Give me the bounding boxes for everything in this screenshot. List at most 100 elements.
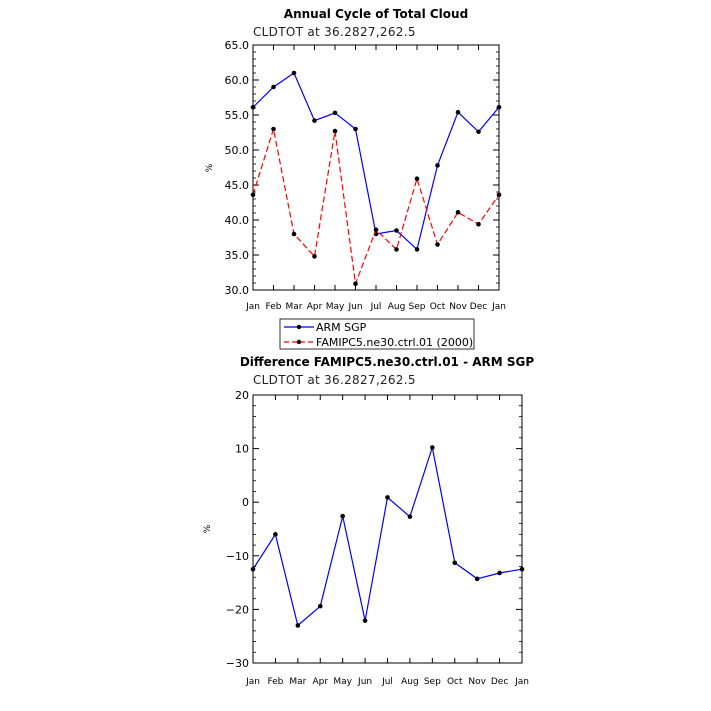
- top-chart-ylabel: %: [205, 163, 215, 172]
- bottom-chart-series-0-point: [362, 618, 368, 623]
- legend-label-famipc5: FAMIPC5.ne30.ctrl.01 (2000): [316, 336, 473, 349]
- top-chart-series-0-point: [271, 84, 276, 90]
- top-chart-xtick-label: Nov: [449, 302, 467, 312]
- bottom-chart-ytick-label: −10: [226, 550, 249, 563]
- top-chart-series-1-point: [394, 247, 399, 252]
- bottom-chart-series-0-point: [452, 560, 458, 566]
- top-chart-series-line-1: [252, 128, 500, 284]
- top-chart-xtick-label: Aug: [388, 302, 406, 312]
- top-chart-series-0-point: [476, 129, 481, 135]
- top-chart-series-line-0: [252, 72, 500, 251]
- top-chart-series-1-point: [373, 227, 379, 233]
- bottom-chart-xtick-label: Jun: [357, 677, 372, 687]
- top-chart-series-1-point: [496, 192, 502, 198]
- top-chart-xtick-label: Apr: [307, 302, 323, 312]
- bottom-chart-ytick-label: −30: [226, 657, 249, 670]
- top-chart-xtick-label: May: [326, 302, 345, 312]
- top-chart-series-0-point: [394, 228, 399, 233]
- top-chart-xtick-label: Jul: [370, 302, 382, 312]
- bottom-chart-series-0-point: [250, 566, 256, 572]
- bottom-chart-ytick-label: 10: [235, 443, 249, 456]
- bottom-chart-series-0-point: [295, 623, 301, 628]
- top-chart-ytick-label: 50.0: [225, 144, 250, 157]
- top-chart-frame: [252, 44, 500, 291]
- legend-entry-famipc5: FAMIPC5.ne30.ctrl.01 (2000): [284, 336, 473, 349]
- top-chart-series-0-point: [414, 247, 420, 252]
- bottom-chart-subtitle: CLDTOT at 36.2827,262.5: [253, 373, 416, 387]
- bottom-chart-xtick-label: Feb: [267, 677, 283, 687]
- legend-marker-famipc5: [296, 339, 302, 345]
- bottom-chart-ytick-label: 0: [242, 496, 249, 509]
- bottom-chart-frame: [252, 394, 523, 664]
- bottom-chart-xtick-label: Sep: [424, 677, 441, 687]
- top-chart-series-1-point: [476, 221, 481, 227]
- bottom-chart-series-0-point: [519, 566, 525, 572]
- top-chart-series-1-point: [312, 254, 317, 259]
- bottom-chart-series-0-point: [474, 576, 480, 582]
- top-chart-xtick-label: Feb: [266, 302, 282, 312]
- top-chart-series-0-point: [435, 163, 440, 168]
- top-chart-xtick-label: Sep: [409, 302, 426, 312]
- bottom-chart-title: Difference FAMIPC5.ne30.ctrl.01 - ARM SG…: [240, 355, 535, 369]
- top-chart-series-1-point: [455, 210, 461, 215]
- top-chart-series-1-point: [414, 176, 420, 181]
- legend-box: [279, 318, 475, 350]
- bottom-chart-series-0-point: [430, 445, 435, 450]
- top-chart-xtick-label: Oct: [430, 302, 446, 312]
- top-chart-ytick-label: 40.0: [225, 214, 250, 227]
- top-chart-plot-area: [250, 70, 502, 287]
- top-chart-ytick-label: 30.0: [225, 284, 250, 297]
- top-chart-ytick-label: 55.0: [225, 109, 250, 122]
- top-chart-series-1-point: [291, 231, 297, 237]
- bottom-chart-ytick-label: 20: [235, 389, 249, 402]
- bottom-chart-series-0-point: [497, 570, 502, 576]
- bottom-chart: Difference FAMIPC5.ne30.ctrl.01 - ARM SG…: [203, 355, 534, 687]
- bottom-chart-xtick-label: Jan: [245, 677, 260, 687]
- bottom-chart-ylabel: %: [203, 524, 213, 533]
- bottom-chart-series-0-point: [407, 514, 413, 519]
- bottom-chart-series-line-0: [252, 445, 523, 627]
- top-chart-subtitle: CLDTOT at 36.2827,262.5: [253, 25, 416, 39]
- bottom-chart-xtick-label: Apr: [312, 677, 328, 687]
- top-chart-xtick-label: Dec: [470, 302, 487, 312]
- bottom-chart-series-0-point: [385, 495, 390, 500]
- bottom-chart-plot-area: [250, 445, 525, 628]
- bottom-chart-xtick-label: Dec: [491, 677, 508, 687]
- top-chart-series-1-point: [435, 242, 440, 247]
- top-chart-xtick-label: Jan: [245, 302, 260, 312]
- top-chart-legend: ARM SGP FAMIPC5.ne30.ctrl.01 (2000): [279, 318, 475, 350]
- bottom-chart-xtick-label: Oct: [447, 677, 463, 687]
- top-chart-axes: Jan Feb Mar Apr May Jun Jul Aug Sep Oct Nov Dec Jan 3…: [225, 39, 506, 312]
- top-chart-ytick-label: 45.0: [225, 179, 250, 192]
- top-chart-ytick-label: 35.0: [225, 249, 250, 262]
- top-chart-series-0-point: [312, 118, 317, 123]
- bottom-chart-xtick-label: Aug: [401, 677, 419, 687]
- top-chart: Annual Cycle of Total Cloud CLDTOT at 36…: [205, 7, 506, 312]
- bottom-chart-xtick-label: May: [333, 677, 352, 687]
- legend-marker-arm-sgp: [296, 324, 302, 330]
- bottom-chart-xtick-label: Jan: [514, 677, 529, 687]
- top-chart-series-0-point: [455, 109, 461, 115]
- bottom-chart-xtick-label: Nov: [468, 677, 486, 687]
- legend-label-arm-sgp: ARM SGP: [316, 321, 367, 334]
- bottom-chart-series-0-point: [273, 532, 278, 537]
- top-chart-xtick-label: Jun: [347, 302, 362, 312]
- top-chart-series-0-point: [291, 70, 297, 76]
- top-chart-series-1-point: [332, 128, 338, 134]
- top-chart-series-0-point: [353, 126, 358, 132]
- bottom-chart-ytick-label: −20: [226, 603, 249, 616]
- top-chart-series-0-point: [496, 105, 502, 110]
- top-chart-series-1-point: [353, 281, 358, 287]
- top-chart-xtick-label: Mar: [286, 302, 303, 312]
- bottom-chart-series-0-point: [340, 513, 345, 519]
- bottom-chart-xtick-label: Jul: [381, 677, 393, 687]
- top-chart-ytick-label: 65.0: [225, 39, 250, 52]
- bottom-chart-axes: Jan Feb Mar Apr May Jun Jul Aug Sep Oct Nov Dec Jan −…: [226, 389, 529, 687]
- legend-entry-arm-sgp: ARM SGP: [284, 321, 367, 334]
- top-chart-ytick-label: 60.0: [225, 74, 250, 87]
- top-chart-series-0-point: [250, 105, 256, 110]
- bottom-chart-series-0-point: [317, 603, 323, 609]
- top-chart-series-0-point: [332, 110, 338, 116]
- top-chart-title: Annual Cycle of Total Cloud: [284, 7, 468, 21]
